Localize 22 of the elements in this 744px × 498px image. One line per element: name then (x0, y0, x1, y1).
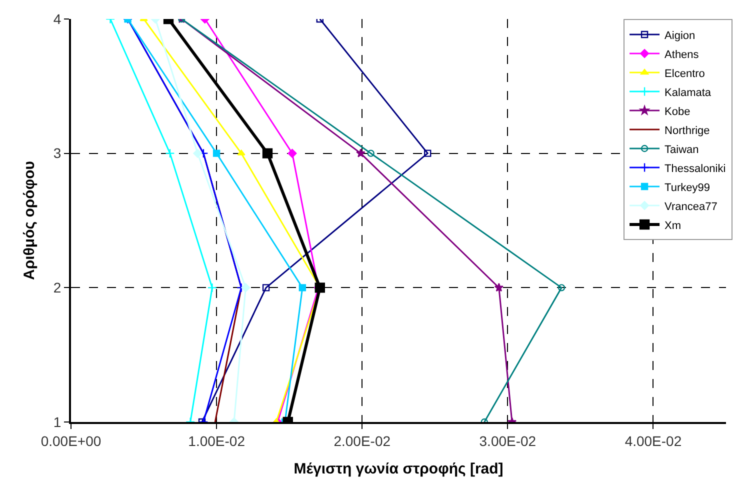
legend-label: Xm (664, 220, 682, 232)
x-tick-label: 0.00E+00 (40, 432, 102, 449)
legend-label: Athens (664, 48, 700, 61)
legend-label: Vrancea77 (664, 200, 718, 213)
legend-label: Kobe (664, 106, 690, 118)
y-tick-label: 3 (53, 145, 62, 162)
y-tick-label: 1 (53, 414, 62, 430)
x-axis-title: Μέγιστη γωνία στροφής [rad] (294, 460, 504, 478)
x-tick-label: 2.00E-02 (334, 432, 391, 449)
x-tick-label: 1.00E-02 (188, 432, 246, 449)
y-tick-label: 2 (53, 280, 62, 296)
legend-label: Aigion (664, 30, 696, 42)
x-tick-label: 3.00E-02 (479, 432, 536, 449)
y-tick-label: 4 (53, 10, 62, 27)
y-axis-title: Αριθμός ορόφου (21, 160, 38, 280)
legend-label: Thessaloniki (664, 162, 726, 175)
legend-label: Northrige (664, 124, 710, 137)
legend-label: Elcentro (664, 68, 705, 80)
x-tick-label: 4.00E-02 (624, 432, 682, 449)
legend-label: Kalamata (664, 86, 712, 99)
legend-label: Taiwan (664, 144, 699, 156)
legend-label: Turkey99 (664, 182, 710, 194)
